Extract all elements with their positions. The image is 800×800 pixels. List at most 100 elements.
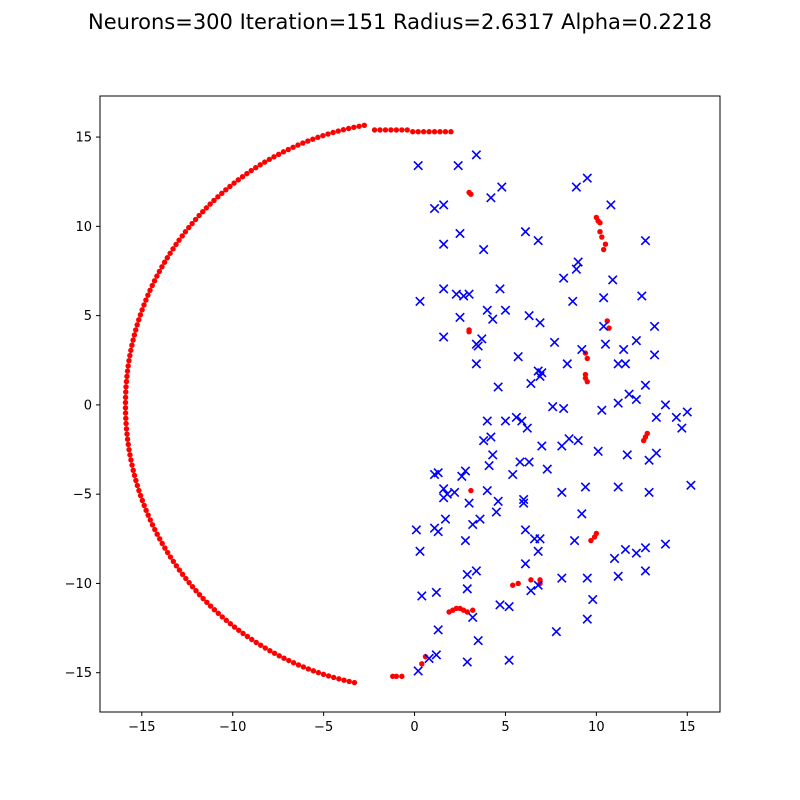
neuron-point [468, 191, 474, 197]
neuron-point [244, 170, 250, 177]
neuron-point [141, 502, 147, 509]
axes-frame [99, 95, 721, 713]
data-point [631, 335, 642, 346]
data-point [573, 257, 583, 267]
data-point [464, 289, 474, 299]
neuron-point [266, 156, 273, 163]
data-point [478, 435, 489, 446]
data-point [486, 432, 496, 442]
data-point [462, 657, 473, 667]
neuron-point [300, 664, 307, 670]
data-point [637, 291, 647, 301]
data-point [571, 264, 582, 274]
neuron-point [341, 677, 347, 683]
data-point [557, 487, 567, 498]
data-point [438, 484, 449, 494]
data-point [486, 193, 496, 203]
data-point [640, 542, 651, 553]
data-point [557, 573, 567, 583]
neuron-point [189, 220, 195, 227]
neuron-point [164, 255, 171, 261]
neuron-point [128, 347, 134, 354]
data-point [431, 587, 442, 598]
neuron-point [192, 216, 199, 223]
neuron-point [300, 140, 306, 146]
neuron-point [466, 328, 472, 335]
neuron-point [141, 302, 147, 308]
data-point [613, 359, 623, 369]
neuron-point [276, 653, 282, 659]
data-point [580, 482, 591, 492]
data-point [477, 334, 487, 344]
data-point [622, 450, 633, 460]
neuron-point [599, 234, 605, 240]
neuron-point [179, 233, 185, 239]
data-point [577, 344, 587, 355]
data-point [482, 485, 493, 496]
neuron-point [315, 669, 322, 676]
neuron-point [124, 436, 131, 442]
neuron-point [164, 549, 171, 556]
neuron-point [448, 129, 454, 135]
neuron-point [128, 457, 134, 463]
data-point [413, 160, 423, 171]
data-point [549, 337, 560, 348]
neuron-point [133, 327, 139, 333]
data-point [631, 394, 642, 405]
neuron-point [351, 124, 357, 131]
data-point [613, 482, 623, 492]
neuron-point [123, 389, 129, 395]
data-point [487, 314, 498, 324]
neuron-point [404, 127, 410, 133]
neuron-point [204, 599, 210, 606]
neuron-point [170, 558, 177, 565]
neuron-point [151, 278, 158, 284]
neuron-point [156, 268, 163, 275]
neuron-point [285, 146, 291, 153]
neuron-point [231, 624, 238, 630]
neuron-point [399, 127, 405, 133]
neuron-point [262, 645, 268, 651]
data-point [471, 150, 482, 160]
neuron-point [207, 201, 213, 207]
neuron-point [196, 591, 203, 598]
data-point [569, 535, 580, 546]
neuron-point [179, 571, 186, 578]
neuron-point [183, 575, 189, 582]
neuron-point [215, 610, 221, 617]
neuron-layer [122, 122, 650, 686]
neuron-point [189, 584, 196, 590]
data-point [524, 310, 534, 321]
data-point [520, 525, 531, 535]
neuron-point [145, 292, 151, 298]
neuron-point [295, 142, 301, 148]
neuron-point [426, 129, 432, 135]
neuron-point [134, 482, 141, 489]
data-point [522, 423, 533, 433]
data-point [415, 546, 425, 557]
data-point [518, 494, 529, 505]
data-point [651, 448, 662, 458]
data-point [417, 591, 427, 601]
data-point [471, 359, 482, 369]
data-point [460, 535, 471, 546]
data-point [640, 380, 651, 391]
data-point [482, 416, 493, 426]
data-point [520, 559, 531, 569]
neuron-point [356, 123, 362, 129]
x-tick-label: 10 [588, 720, 605, 735]
data-point [644, 487, 654, 498]
neuron-point [584, 378, 590, 385]
neuron-point [377, 127, 383, 133]
neuron-point [415, 129, 421, 135]
neuron-point [145, 512, 151, 518]
neuron-point [152, 526, 158, 533]
data-point [497, 182, 507, 192]
neuron-point [129, 462, 135, 468]
data-point [493, 496, 503, 507]
neuron-point [196, 212, 202, 219]
neuron-point [159, 264, 165, 270]
neuron-point [286, 657, 292, 664]
neuron-point [129, 342, 135, 348]
data-point [613, 398, 623, 408]
